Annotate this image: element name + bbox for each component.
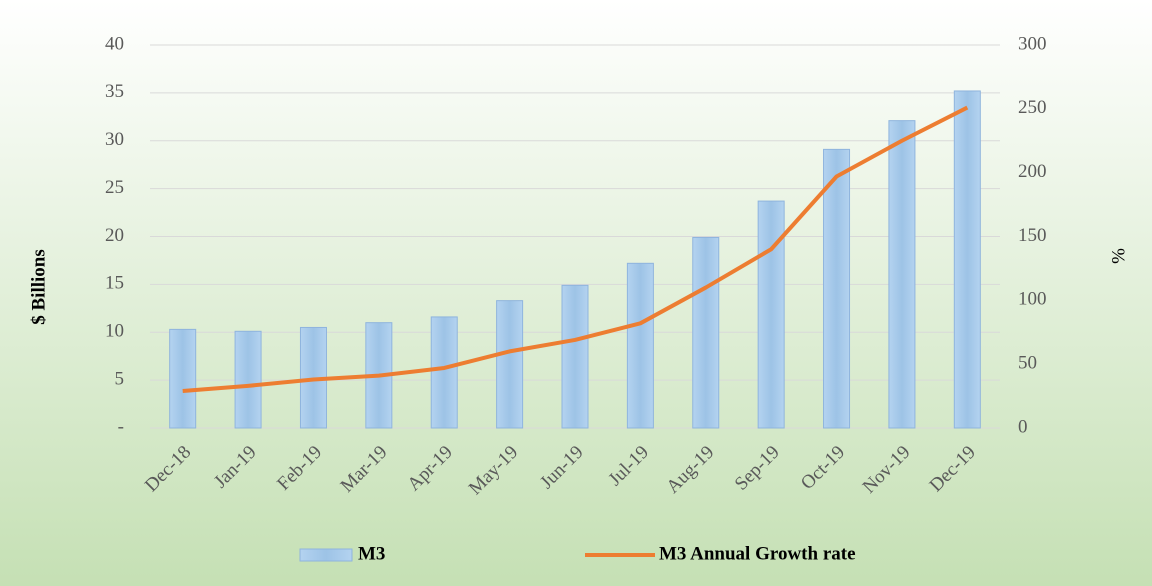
- bar: [757, 200, 785, 429]
- y-tick-label: 10: [105, 321, 124, 342]
- y-tick-label: 20: [105, 225, 124, 246]
- bar: [561, 284, 589, 429]
- y-tick-label: 40: [105, 33, 124, 54]
- bar: [234, 330, 262, 429]
- y-tick-label: 30: [105, 129, 124, 150]
- y2-tick-label: 0: [1018, 416, 1028, 437]
- bar: [626, 262, 654, 429]
- line: [182, 105, 969, 393]
- y2-tick-label: 150: [1018, 225, 1047, 246]
- y-tick-label: -: [118, 416, 124, 437]
- y2-tick-label: 300: [1018, 33, 1047, 54]
- y-tick-label: 15: [105, 273, 124, 294]
- legend-label: M3: [358, 543, 385, 564]
- bar: [692, 236, 720, 429]
- legend-swatch: [299, 548, 353, 562]
- y-tick-label: 25: [105, 177, 124, 198]
- y2-tick-label: 100: [1018, 289, 1047, 310]
- bar: [430, 316, 458, 429]
- y2-axis-title: %: [1108, 248, 1129, 264]
- y2-tick-label: 50: [1018, 353, 1037, 374]
- y2-tick-label: 250: [1018, 97, 1047, 118]
- bar: [496, 300, 524, 429]
- legend-label: M3 Annual Growth rate: [659, 543, 856, 564]
- y-tick-label: 35: [105, 81, 124, 102]
- y2-tick-label: 200: [1018, 161, 1047, 182]
- bar: [823, 148, 851, 429]
- bar: [169, 328, 197, 429]
- y-tick-label: 5: [115, 368, 125, 389]
- bar: [888, 120, 916, 429]
- bar: [953, 90, 981, 429]
- y-axis-title: $ Billions: [28, 249, 49, 325]
